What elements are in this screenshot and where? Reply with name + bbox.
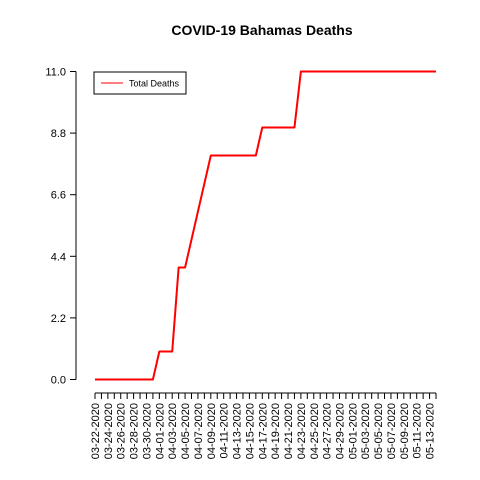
x-tick-label: 04-23-2020 [296,403,308,459]
x-tick-label: 03-24-2020 [103,403,115,459]
x-tick-label: 04-03-2020 [167,403,179,459]
series-layer [95,70,436,381]
x-tick-label: 04-21-2020 [283,403,295,459]
y-tick-label: 11.0 [45,67,66,79]
x-tick-label: 04-01-2020 [154,403,166,459]
x-tick-label: 04-17-2020 [257,403,269,459]
legend-label: Total Deaths [129,79,180,89]
x-tick-label: 05-05-2020 [373,403,385,459]
y-axis: 0.0 2.2 4.4 6.6 8.8 11.0 [45,67,77,387]
x-tick-label: 05-01-2020 [347,403,359,459]
x-tick-label: 04-11-2020 [219,403,231,458]
x-tick-label: 03-26-2020 [116,403,128,459]
x-tick-label: 03-28-2020 [129,403,141,459]
x-tick-label: 04-09-2020 [206,403,218,459]
x-tick-label: 05-11-2020 [412,403,424,458]
x-tick-label: 04-25-2020 [309,403,321,459]
x-tick-label: 04-19-2020 [270,403,282,459]
y-tick-label: 6.6 [51,190,66,202]
y-tick-label: 8.8 [51,128,66,140]
x-tick-label: 04-07-2020 [193,403,205,459]
x-tick-label: 04-29-2020 [334,403,346,459]
x-tick-label: 05-03-2020 [360,403,372,459]
x-tick-label: 05-07-2020 [386,403,398,459]
x-tick-label: 04-15-2020 [244,403,256,459]
x-axis: 03-22-2020 03-24-2020 03-26-2020 03-28-2020… [90,392,437,459]
chart-title: COVID-19 Bahamas Deaths [171,22,353,38]
x-tick-label: 05-09-2020 [399,403,411,459]
x-tick-label: 04-13-2020 [232,403,244,459]
x-tick-label: 04-27-2020 [322,403,334,459]
legend-box [93,71,187,95]
legend: Total Deaths [93,71,187,95]
x-tick-label: 04-05-2020 [180,403,192,459]
y-tick-label: 0.0 [51,375,66,387]
y-tick-label: 4.4 [51,251,66,263]
x-tick-label: 05-13-2020 [425,403,437,459]
series-line [95,70,436,381]
x-tick-label: 03-22-2020 [90,403,102,459]
x-tick-label: 03-30-2020 [141,403,153,459]
y-tick-label: 2.2 [51,313,66,325]
